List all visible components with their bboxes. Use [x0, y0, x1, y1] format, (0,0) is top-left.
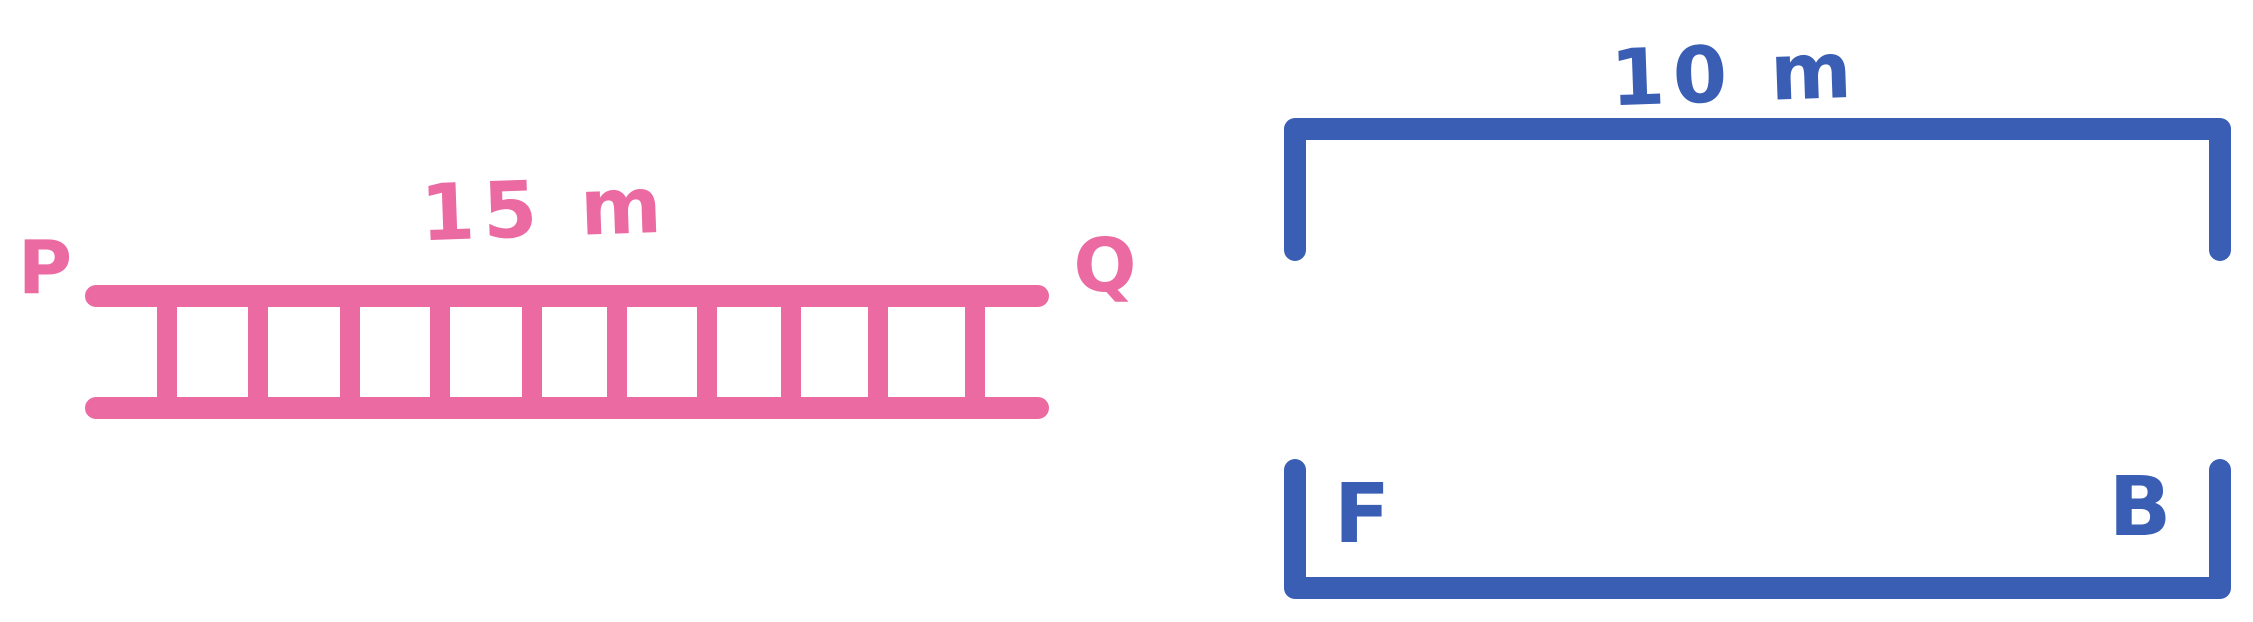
ladder-end-p-label: P — [17, 225, 73, 311]
ladder — [85, 285, 1049, 419]
room-width-label: 10 m — [1609, 25, 1861, 125]
ladder-length-label: 15 m — [419, 160, 671, 260]
room-corner-f-label: F — [1333, 467, 1391, 562]
room-outline — [1284, 118, 2231, 599]
room-wall-bottom — [1284, 459, 2231, 599]
room-wall-top — [1284, 118, 2231, 261]
ladder-end-q-label: Q — [1073, 223, 1137, 309]
room-corner-b-label: B — [2108, 460, 2172, 555]
